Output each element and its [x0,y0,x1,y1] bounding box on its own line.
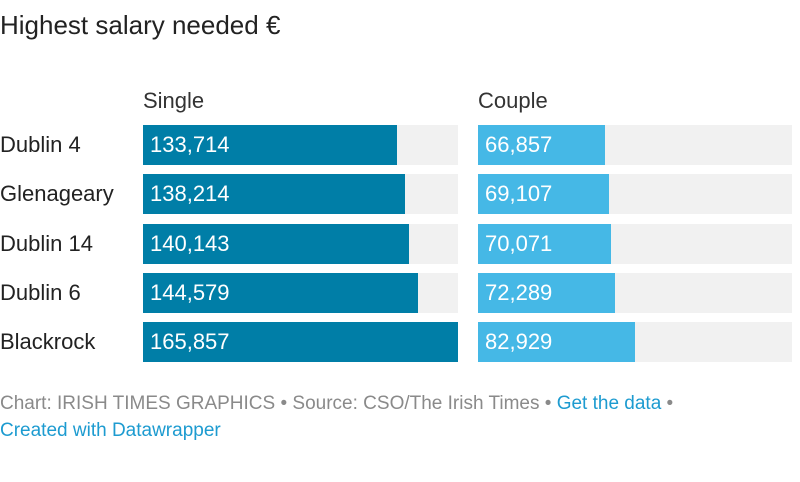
row-label: Blackrock [0,329,96,354]
bar-track: 140,143 [143,224,458,264]
bar-track: 72,289 [478,273,792,313]
bar-track: 138,214 [143,174,458,214]
bar-track: 70,071 [478,224,792,264]
bar-track: 82,929 [478,322,792,362]
bar-track: 133,714 [143,125,458,165]
bar-value-label: 165,857 [150,329,230,354]
footer-source: Chart: IRISH TIMES GRAPHICS • Source: CS… [0,393,557,414]
bar-value-label: 70,071 [485,231,553,256]
row-label: Dublin 4 [0,132,81,157]
column-header-couple: Couple [478,88,548,113]
bar-track: 144,579 [143,273,458,313]
get-data-link[interactable]: Get the data [556,393,662,414]
bar-couple [478,224,611,264]
row-label: Glenageary [0,181,114,206]
chart-footer: Chart: IRISH TIMES GRAPHICS • Source: CS… [0,390,790,444]
bar-value-label: 144,579 [150,280,230,305]
footer-separator: • [661,393,674,414]
row-label: Dublin 14 [0,231,93,256]
bar-couple [478,322,635,362]
bar-single [143,174,406,214]
bar-track: 165,857 [143,322,458,362]
row-label: Dublin 6 [0,280,81,305]
bar-couple [478,273,615,313]
datawrapper-link[interactable]: Created with Datawrapper [0,420,221,441]
bar-value-label: 140,143 [150,231,230,256]
bar-value-label: 138,214 [150,181,230,206]
bar-value-label: 69,107 [485,181,553,206]
bar-couple [478,125,605,165]
bar-track: 69,107 [478,174,792,214]
bar-single [143,273,418,313]
chart-title: Highest salary needed € [0,10,281,40]
bar-single [143,322,458,362]
bar-single [143,125,397,165]
bar-value-label: 82,929 [485,329,553,354]
bar-single [143,224,410,264]
bar-track: 66,857 [478,125,792,165]
bar-value-label: 133,714 [150,132,230,157]
bar-value-label: 72,289 [485,280,553,305]
bar-couple [478,174,609,214]
bar-value-label: 66,857 [485,132,553,157]
column-header-single: Single [143,88,205,113]
